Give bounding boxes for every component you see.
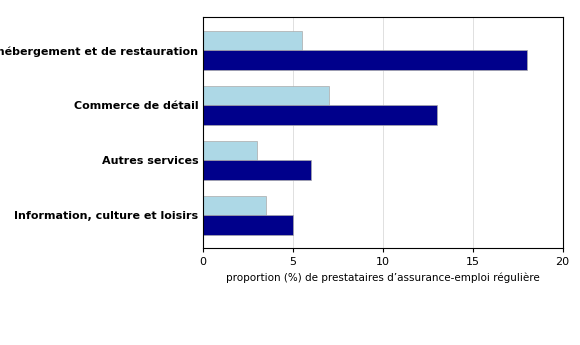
Bar — [203, 196, 266, 215]
Bar — [203, 105, 437, 125]
Bar — [203, 86, 329, 105]
Bar — [203, 31, 302, 50]
X-axis label: proportion (%) de prestataires d’assurance-emploi régulière: proportion (%) de prestataires d’assuran… — [226, 273, 539, 284]
Bar — [203, 50, 527, 70]
Bar — [203, 215, 293, 235]
Bar — [203, 141, 257, 160]
Legend: Février 2020, Mai 2021: Février 2020, Mai 2021 — [284, 344, 481, 345]
Bar — [203, 160, 311, 180]
